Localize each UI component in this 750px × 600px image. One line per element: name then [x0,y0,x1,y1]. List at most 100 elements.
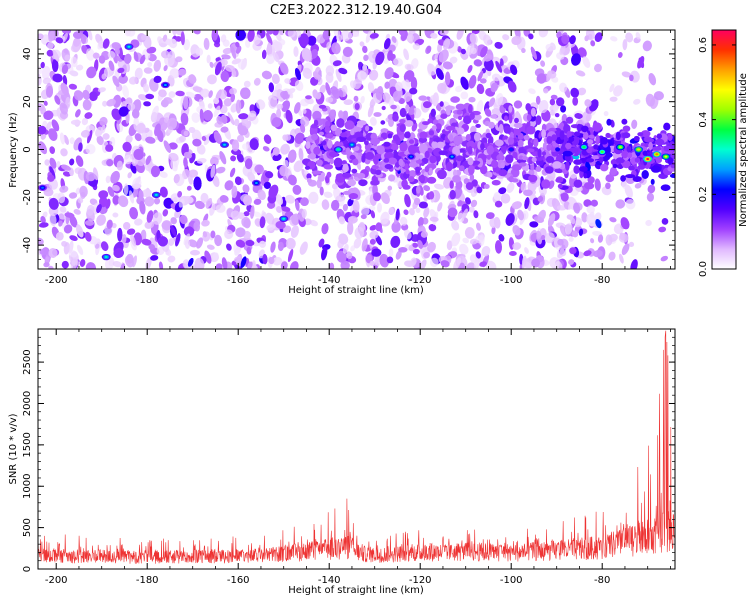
spectrogram-cell [202,231,208,238]
spectrogram-cell [365,151,375,160]
spectrogram-cell [229,167,236,178]
spectrogram-cell [84,112,93,119]
spectrogram-cell [112,212,119,218]
spectrogram-cell [209,156,219,166]
spectrogram-cell [47,174,55,182]
spectrogram-cell [367,82,375,93]
spectrogram-y-tick-label: 20 [22,95,33,108]
spectrogram-cell [379,253,390,268]
spectrogram-cell [409,208,415,216]
spectrogram-cell [75,109,81,118]
spectrogram-feature-core [509,148,513,151]
spectrogram-cell [485,132,492,139]
spectrogram-cell [338,110,344,119]
spectrogram-cell [556,97,565,107]
spectrogram-cell [309,219,319,227]
spectrogram-cell [490,114,498,119]
spectrogram-cell [347,215,358,224]
spectrogram-cell [384,163,393,170]
spectrogram-cell [621,243,630,256]
spectrogram-cell [566,130,572,139]
spectrogram-cell [398,247,408,253]
spectrogram-cell [143,67,153,74]
spectrogram-cell [605,182,611,190]
spectrogram-cell [464,227,475,239]
spectrogram-cell [654,138,665,146]
spectrogram-cell [227,112,235,126]
spectrogram-cell [467,157,474,166]
spectrogram-cell [392,113,399,122]
spectrogram-cell [349,80,356,89]
spectrogram-cell [521,156,529,161]
spectrogram-cell [193,176,202,191]
spectrogram-cell [183,39,191,51]
spectrogram-cell [550,146,557,152]
spectrogram-cell [347,221,354,235]
spectrogram-cell [127,228,136,235]
spectrogram-cell [331,42,341,55]
spectrogram-cell [546,136,553,144]
spectrogram-cell [350,245,356,252]
spectrogram-cell [80,129,90,138]
spectrogram-cell [399,124,406,133]
spectrogram-cell [57,192,66,204]
spectrogram-cell [630,157,637,165]
spectrogram-cell [500,193,511,204]
spectrogram-cell [376,202,383,213]
spectrogram-cell [493,192,502,201]
spectrogram-cell [572,96,579,106]
spectrogram-cell [272,153,282,162]
spectrogram-cell [438,49,449,63]
spectrogram-cell [480,164,488,175]
spectrogram-cell [329,109,335,117]
spectrogram-cell [514,128,521,136]
spectrogram-cell [62,171,72,177]
spectrogram-cell [175,36,182,42]
spectrogram-cell [39,248,50,256]
spectrogram-cell [604,152,613,158]
spectrogram-cell [615,131,621,141]
spectrogram-cell [622,125,631,132]
spectrogram-x-tick-label: -140 [318,275,341,286]
spectrogram-cell [112,261,122,268]
spectrogram-cell [360,214,367,220]
spectrogram-cell [423,185,431,192]
spectrogram-cell [243,218,251,229]
spectrogram-cell [608,233,618,242]
spectrogram-cell [162,34,168,42]
spectrogram-cell [215,204,226,213]
spectrogram-cell [300,197,309,206]
spectrogram-cell [629,74,634,82]
spectrogram-cell [540,234,546,241]
spectrogram-cell [468,104,473,114]
spectrogram-cell [268,82,274,93]
spectrogram-cell [331,86,340,99]
spectrogram-cell [170,159,178,172]
spectrogram-cell [536,230,543,245]
spectrogram-cell [470,199,478,208]
spectrogram-cell [59,132,65,145]
spectrogram-cell [87,30,93,41]
spectrogram-cell [158,261,164,269]
spectrogram-cell [43,188,54,197]
spectrogram-cell [191,112,201,123]
spectrogram-cell [606,118,612,126]
spectrogram-cell [397,30,405,37]
spectrogram-cell [317,174,325,182]
spectrogram-cell [480,46,488,58]
spectrogram-cell [449,180,454,189]
spectrogram-cell [73,37,81,47]
spectrogram-cell [386,256,394,264]
spectrogram-cell [302,67,313,79]
spectrogram-cell [236,153,244,163]
spectrogram-cell [583,172,588,179]
spectrogram-cell [628,165,635,171]
spectrogram-cell [306,177,312,184]
spectrogram-cell [466,140,476,149]
spectrogram-cell [370,137,381,145]
spectrogram-cell [513,100,523,109]
spectrogram-cell [207,74,217,85]
spectrogram-cell [287,30,296,38]
spectrogram-cell [473,210,479,219]
spectrogram-cell [541,179,551,189]
